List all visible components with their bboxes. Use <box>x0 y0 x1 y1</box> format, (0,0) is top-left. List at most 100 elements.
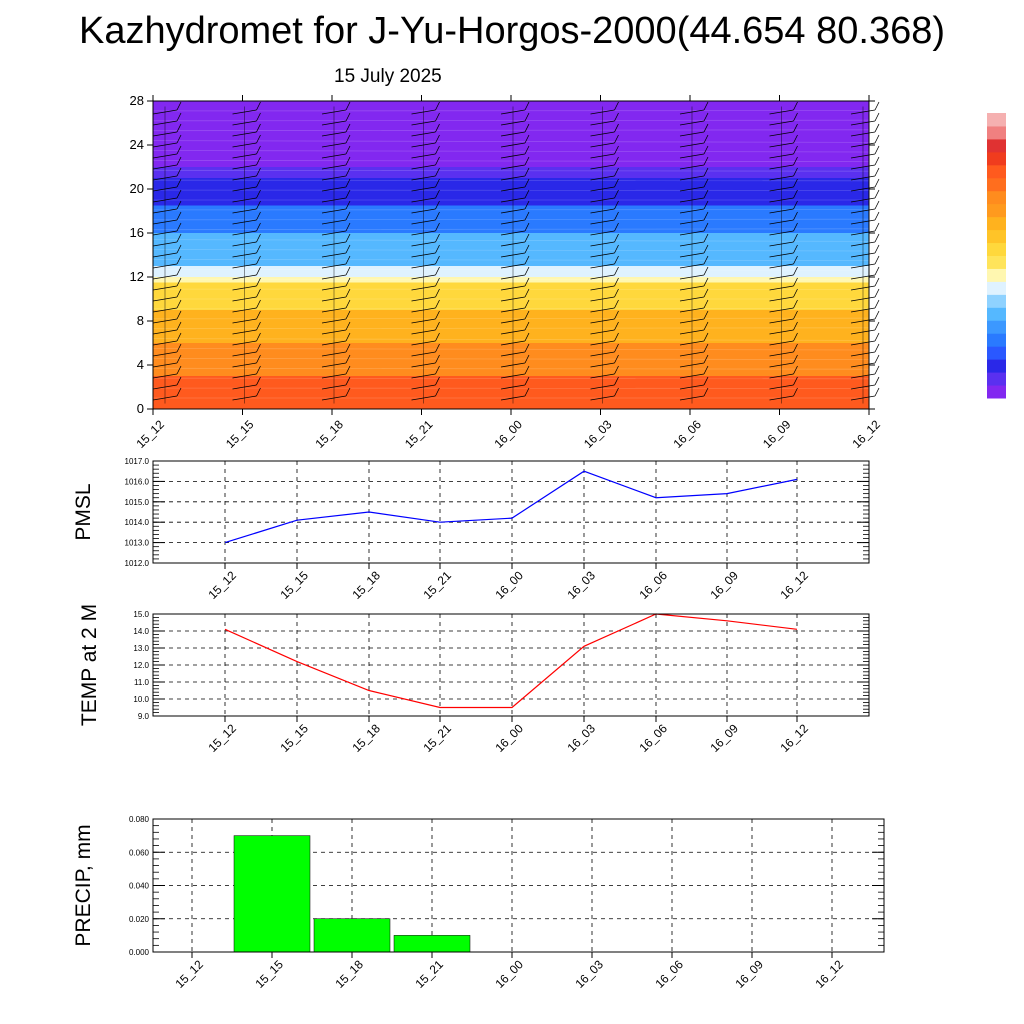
contour-line <box>152 159 870 163</box>
wind-barb-flag <box>793 200 798 210</box>
wind-barb-flag <box>614 310 619 320</box>
wind-barb-flag <box>435 189 440 199</box>
wind-barb-flag <box>703 123 709 133</box>
precip-bar <box>393 935 471 953</box>
wind-barb-flag <box>176 211 182 221</box>
precip-y-tick-label: 0.000 <box>129 948 150 957</box>
wind-barb-flag <box>435 233 440 243</box>
precip-y-tick-label: 0.020 <box>129 915 150 924</box>
wind-barb-flag <box>345 343 351 353</box>
wind-barb-flag <box>256 376 261 386</box>
wind-barb-flag <box>256 112 261 122</box>
wind-barb-flag <box>435 244 440 254</box>
wind-barb-flag <box>793 332 798 342</box>
wind-barb-flag <box>524 101 530 111</box>
wind-barb-flag <box>793 112 798 122</box>
pmsl-x-tick-label: 15_18 <box>349 568 383 602</box>
wind-barb-flag <box>793 365 798 375</box>
chart-subtitle: 15 July 2025 <box>334 66 442 87</box>
wind-barb-flag <box>703 277 709 287</box>
wind-barb-flag <box>345 255 351 265</box>
heatmap-y-tick-label: 20 <box>130 181 144 196</box>
pmsl-series-line <box>224 470 798 544</box>
wind-barb-flag <box>524 354 530 364</box>
wind-barb-flag <box>345 233 351 243</box>
wind-barb-flag <box>874 233 880 243</box>
heatmap-band <box>153 178 869 206</box>
chart-title: Kazhydromet for J-Yu-Horgos-2000(44.654 … <box>78 10 946 52</box>
wind-barb-flag <box>524 321 530 331</box>
wind-barb-flag <box>793 255 798 265</box>
wind-barb-flag <box>524 387 530 397</box>
wind-barb-flag <box>524 299 530 309</box>
wind-barb-flag <box>256 134 261 144</box>
wind-barb-flag <box>614 112 619 122</box>
pmsl-y-tick-label: 1012.0 <box>125 559 150 568</box>
contour-line <box>152 150 870 153</box>
wind-barb-flag <box>874 354 880 364</box>
heatmap-band <box>153 376 869 409</box>
wind-barb-flag <box>703 244 709 254</box>
wind-barb-flag <box>524 244 530 254</box>
wind-barb-flag <box>703 178 709 188</box>
contour-line <box>152 218 870 221</box>
wind-barb-flag <box>524 255 530 265</box>
color-bar-swatch <box>987 320 1006 334</box>
wind-barb-flag <box>524 365 530 375</box>
pmsl-x-tick-label: 15_21 <box>420 568 454 602</box>
wind-barb-flag <box>256 310 261 320</box>
wind-barb-flag <box>345 266 351 276</box>
wind-barb-flag <box>256 101 261 111</box>
wind-barb-flag <box>435 321 440 331</box>
temp-x-tick-label: 15_15 <box>277 721 311 755</box>
heatmap-x-tick-label: 16_12 <box>849 417 883 451</box>
wind-barb-flag <box>703 211 709 221</box>
heatmap-y-tick-label: 4 <box>137 357 144 372</box>
wind-barb-flag <box>614 167 619 177</box>
wind-barb-flag <box>176 277 182 287</box>
wind-barb-flag <box>793 211 798 221</box>
wind-barb-flag <box>176 299 182 309</box>
precip-y-tick-label: 0.080 <box>129 815 150 824</box>
precip-x-tick-label: 16_12 <box>812 957 846 991</box>
temp-x-tick-label: 16_12 <box>777 721 811 755</box>
wind-barb-flag <box>345 156 351 166</box>
temp-x-tick-label: 16_06 <box>636 721 670 755</box>
wind-barb-flag <box>614 376 619 386</box>
heatmap-x-tick-label: 16_00 <box>491 417 525 451</box>
wind-barb-flag <box>524 189 530 199</box>
wind-barb-flag <box>345 200 351 210</box>
wind-barb-flag <box>703 288 709 298</box>
wind-barb-flag <box>256 222 261 232</box>
wind-barb-flag <box>874 134 880 144</box>
wind-barb-flag <box>176 167 182 177</box>
wind-barb-flag <box>793 189 798 199</box>
wind-barb-flag <box>874 387 880 397</box>
wind-barb-flag <box>345 123 351 133</box>
wind-barb-flag <box>703 365 709 375</box>
precip-x-tick-label: 16_09 <box>732 957 766 991</box>
wind-barb-flag <box>524 376 530 386</box>
wind-barb-flag <box>256 266 261 276</box>
color-bar-swatch <box>987 229 1006 244</box>
wind-barb-flag <box>345 299 351 309</box>
color-bar-swatch <box>987 216 1006 231</box>
wind-barb-flag <box>614 299 619 309</box>
wind-barb-flag <box>176 354 182 364</box>
wind-barb-flag <box>874 167 880 177</box>
contour-line <box>152 377 870 380</box>
wind-barb-flag <box>176 332 182 342</box>
wind-barb-flag <box>524 145 530 155</box>
wind-barb-flag <box>614 156 619 166</box>
wind-barb-flag <box>435 211 440 221</box>
wind-barb-flag <box>176 387 182 397</box>
wind-barb-flag <box>345 288 351 298</box>
wind-barb-flag <box>435 299 440 309</box>
wind-barb-flag <box>614 343 619 353</box>
heatmap-y-tick-label: 28 <box>130 93 144 108</box>
wind-barb-flag <box>874 112 880 122</box>
color-bar-swatch <box>987 385 1006 399</box>
wind-barb-flag <box>256 156 261 166</box>
temp-y-tick-label: 15.0 <box>133 610 149 619</box>
